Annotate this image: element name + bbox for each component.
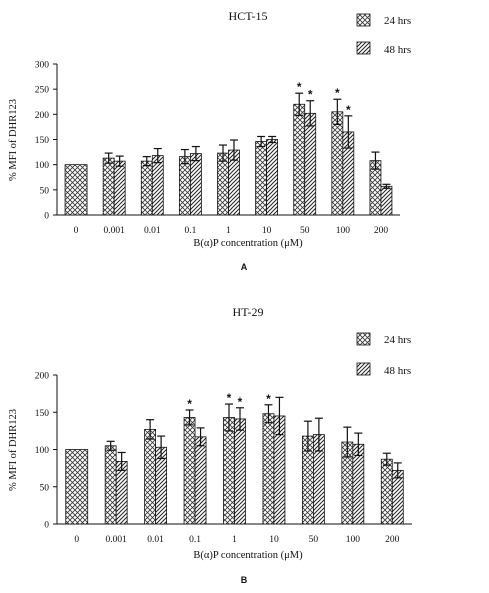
x-axis-label-b: B(α)P concentration (μM) <box>193 550 303 561</box>
y-tick-label-b-4: 200 <box>35 372 50 382</box>
bar-a-s1-1 <box>113 160 126 216</box>
legend-swatch-a-24 <box>356 13 371 27</box>
x-tick-label-b-5: 10 <box>269 535 279 545</box>
x-tick-label-a-5: 10 <box>262 226 272 236</box>
plot-area-a: 0 50 100 150 200 250 300 0 0.001 0.01 0.1 1 10 50 * * 10… <box>35 61 400 236</box>
significance-star-b-s0-5: * <box>266 392 271 406</box>
bar-a-s0-2 <box>140 160 153 216</box>
y-tick-label-a-2: 100 <box>35 161 50 171</box>
y-tick-label-a-3: 150 <box>35 136 50 146</box>
y-tick-label-a-6: 300 <box>35 61 50 71</box>
significance-star-b-s0-3: * <box>187 397 192 411</box>
x-tick-label-a-4: 1 <box>226 226 231 236</box>
bar-a-s0-0 <box>64 164 88 216</box>
legend-swatch-b-48 <box>356 362 371 376</box>
panel-label-b: B <box>241 575 248 585</box>
significance-star-a-s0-6: * <box>297 80 302 94</box>
bar-a-s0-7 <box>331 111 344 216</box>
chart-title-a: HCT-15 <box>229 9 268 23</box>
x-tick-label-a-8: 200 <box>374 226 389 236</box>
legend-swatch-a-48 <box>356 41 371 55</box>
bar-b-s0-2 <box>144 428 157 525</box>
y-tick-label-a-1: 50 <box>40 186 50 196</box>
x-tick-label-a-7: 100 <box>336 226 351 236</box>
x-tick-label-a-1: 0.001 <box>103 226 125 236</box>
plot-area-b: 0 50 100 150 200 0 0.001 0.01 0.1 * 1 * * 10 * 50 100 200 <box>35 372 412 545</box>
x-tick-label-b-2: 0.01 <box>147 535 164 545</box>
panel-label-a: A <box>241 262 248 272</box>
x-tick-label-b-1: 0.001 <box>105 535 127 545</box>
bar-b-s0-0 <box>65 449 89 525</box>
x-tick-label-b-6: 50 <box>309 535 319 545</box>
y-tick-label-b-0: 0 <box>44 521 49 531</box>
bar-b-s0-5 <box>262 413 275 525</box>
x-axis-label-a: B(α)P concentration (μM) <box>193 238 303 249</box>
x-tick-label-a-3: 0.1 <box>184 226 196 236</box>
bar-a-s1-5 <box>266 139 279 216</box>
bar-a-s0-5 <box>255 141 268 216</box>
y-tick-label-a-5: 250 <box>35 86 50 96</box>
bar-a-s1-3 <box>189 153 202 216</box>
bar-a-s1-6 <box>304 112 317 216</box>
significance-star-b-s1-4: * <box>238 395 243 409</box>
significance-star-a-s1-7: * <box>346 103 351 117</box>
y-axis-label-b: % MFI of DHR123 <box>8 409 19 491</box>
legend-label-b-24: 24 hrs <box>384 334 411 346</box>
x-tick-label-b-4: 1 <box>232 535 237 545</box>
bar-a-s0-3 <box>178 156 191 216</box>
legend-b: 24 hrs 48 hrs <box>356 332 411 377</box>
x-tick-label-b-0: 0 <box>74 535 79 545</box>
bar-a-s0-1 <box>102 157 115 216</box>
bar-b-s0-1 <box>104 445 117 525</box>
chart-panel-b: HT-29 24 hrs 48 hrs % MFI of DHR123 B(α)… <box>8 305 412 585</box>
bar-b-s1-4 <box>234 418 246 525</box>
y-tick-label-b-3: 150 <box>35 409 50 419</box>
y-tick-label-a-0: 0 <box>44 212 49 222</box>
significance-star-a-s1-6: * <box>308 88 313 102</box>
x-tick-label-a-6: 50 <box>300 226 310 236</box>
chart-title-b: HT-29 <box>233 305 264 319</box>
significance-star-a-s0-7: * <box>335 86 340 100</box>
legend-label-b-48: 48 hrs <box>384 365 411 377</box>
bar-a-s1-2 <box>151 155 164 216</box>
bar-a-s0-6 <box>293 103 306 216</box>
y-tick-label-a-4: 200 <box>35 111 50 121</box>
y-tick-label-b-1: 50 <box>40 483 50 493</box>
bar-b-s0-8 <box>380 458 393 525</box>
bar-b-s0-4 <box>223 417 235 525</box>
legend-a: 24 hrs 48 hrs <box>356 13 411 56</box>
significance-star-b-s0-4: * <box>227 391 232 405</box>
legend-swatch-b-24 <box>356 332 371 346</box>
x-tick-label-b-3: 0.1 <box>189 535 201 545</box>
x-tick-label-b-8: 200 <box>385 535 400 545</box>
y-tick-label-b-2: 100 <box>35 446 50 456</box>
bar-b-s1-3 <box>194 436 207 525</box>
bar-b-s1-7 <box>352 443 365 525</box>
legend-label-a-24: 24 hrs <box>384 15 411 27</box>
x-tick-label-b-7: 100 <box>346 535 361 545</box>
chart-panel-a: HCT-15 24 hrs 48 hrs % MFI of DHR123 B(α… <box>8 9 411 272</box>
y-axis-label-a: % MFI of DHR123 <box>8 99 19 181</box>
legend-label-a-48: 48 hrs <box>384 44 411 56</box>
x-tick-label-a-0: 0 <box>74 226 79 236</box>
bar-a-s1-8 <box>380 185 393 216</box>
bar-b-s0-3 <box>183 417 196 525</box>
bar-a-s0-4 <box>217 152 229 216</box>
x-tick-label-a-2: 0.01 <box>144 226 161 236</box>
